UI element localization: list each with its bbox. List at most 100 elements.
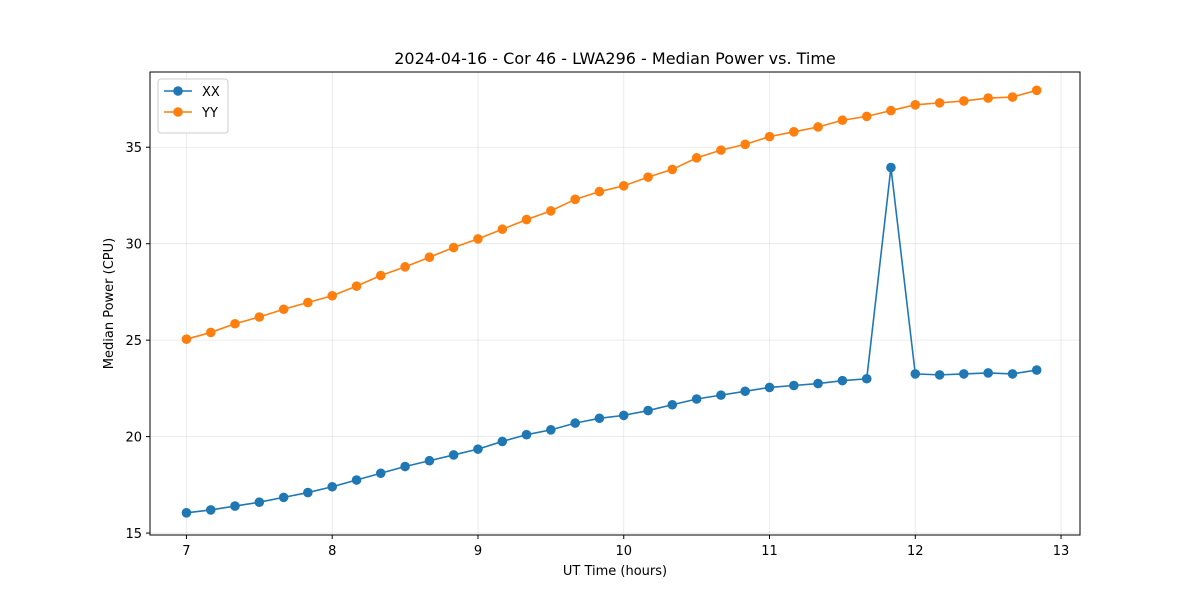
data-point <box>375 270 386 281</box>
data-point <box>716 390 726 400</box>
data-point <box>473 444 483 454</box>
series-yy <box>181 85 1042 344</box>
data-point <box>497 436 508 447</box>
data-point <box>570 418 581 428</box>
grid <box>150 72 1080 535</box>
x-tick-label: 10 <box>615 544 632 559</box>
data-point <box>1007 369 1018 379</box>
data-point <box>691 153 702 163</box>
data-point <box>618 410 629 421</box>
data-point <box>327 481 338 492</box>
data-point <box>448 242 459 253</box>
data-point <box>546 206 556 216</box>
legend-swatch-marker <box>173 86 183 96</box>
legend-item-xx: XX <box>164 85 220 100</box>
data-point <box>400 461 410 472</box>
data-point <box>351 281 362 291</box>
data-point <box>521 429 532 440</box>
data-point <box>886 105 896 116</box>
data-point <box>181 334 192 344</box>
data-point <box>837 375 848 386</box>
data-point <box>400 262 410 272</box>
data-point <box>303 487 313 498</box>
data-point <box>764 131 775 142</box>
data-point <box>424 252 435 262</box>
y-tick-label: 30 <box>125 238 142 253</box>
series-layer <box>181 85 1042 518</box>
data-point <box>959 369 969 379</box>
data-point <box>983 93 993 103</box>
x-tick-label: 8 <box>328 544 336 559</box>
data-point <box>740 386 750 397</box>
data-point <box>934 98 945 108</box>
data-point <box>254 497 265 508</box>
x-tick-label: 13 <box>1053 544 1070 559</box>
series-xx <box>181 162 1042 518</box>
data-point <box>764 382 775 393</box>
data-point <box>813 122 823 132</box>
data-point <box>910 99 921 110</box>
data-point <box>205 327 216 338</box>
data-point <box>254 312 265 322</box>
data-point <box>618 181 629 191</box>
data-point <box>837 115 848 126</box>
data-point <box>594 413 605 424</box>
data-point <box>303 297 313 308</box>
y-tick-label: 35 <box>125 141 142 156</box>
legend: XX YY <box>157 78 229 134</box>
data-point <box>886 162 896 173</box>
data-point <box>375 468 386 479</box>
data-point <box>813 378 823 389</box>
data-point <box>861 373 872 384</box>
data-point <box>497 224 508 235</box>
data-point <box>521 214 532 225</box>
y-tick-label: 25 <box>125 334 142 349</box>
data-point <box>1007 92 1018 102</box>
x-tick-label: 11 <box>761 544 778 559</box>
data-point <box>181 508 192 518</box>
data-point <box>546 425 556 435</box>
data-point <box>1031 365 1042 375</box>
data-point <box>473 234 483 244</box>
data-point <box>594 186 605 197</box>
data-point <box>716 145 726 155</box>
data-point <box>1031 85 1042 96</box>
x-tick-label: 7 <box>182 544 190 559</box>
data-point <box>278 304 289 315</box>
data-point <box>230 501 240 511</box>
y-tick-label: 20 <box>125 431 142 446</box>
data-point <box>959 96 969 106</box>
data-point <box>861 111 872 122</box>
legend-item-yy: YY <box>164 106 218 121</box>
data-point <box>910 369 921 379</box>
data-point <box>667 164 678 175</box>
data-point <box>278 492 289 503</box>
legend-label: YY <box>201 106 218 121</box>
x-axis-label: UT Time (hours) <box>563 564 667 579</box>
y-axis: 15 20 25 30 35 <box>125 141 150 542</box>
x-tick-label: 9 <box>474 544 482 559</box>
data-point <box>789 380 799 391</box>
data-point <box>740 139 750 150</box>
x-axis: 7 8 9 10 11 12 13 <box>182 535 1069 559</box>
data-point <box>205 505 216 515</box>
data-point <box>983 368 993 378</box>
data-point <box>230 318 240 329</box>
data-point <box>424 455 435 466</box>
plot-frame <box>149 71 1081 536</box>
data-point <box>351 475 362 485</box>
legend-label: XX <box>202 85 220 100</box>
data-point <box>643 405 653 416</box>
legend-swatch-marker <box>173 107 183 117</box>
data-point <box>667 399 678 410</box>
data-point <box>934 370 945 380</box>
y-tick-label: 15 <box>125 527 142 542</box>
data-point <box>448 450 459 460</box>
data-point <box>327 290 338 301</box>
data-point <box>643 172 653 182</box>
y-axis-label: Median Power (CPU) <box>102 238 117 369</box>
data-point <box>570 194 581 205</box>
data-point <box>691 394 702 404</box>
x-tick-label: 12 <box>907 544 924 559</box>
